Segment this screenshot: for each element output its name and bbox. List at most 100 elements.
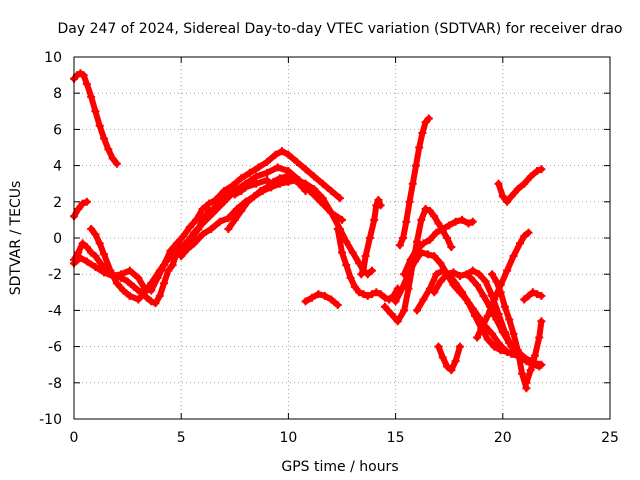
data-point [273,163,282,172]
data-point [350,282,359,291]
data-point [310,185,319,194]
data-point [447,243,456,252]
y-axis-label: SDTVAR / TECUs [8,181,24,296]
data-point [415,143,424,152]
data-point [479,291,488,300]
data-point [275,174,284,183]
data-point [100,134,109,143]
data-point [447,366,456,375]
y-tick-label: 4 [53,159,62,175]
data-point [413,237,422,246]
data-point [533,167,542,176]
data-point [524,291,533,300]
data-point [284,150,293,159]
data-point [483,335,492,344]
data-point [500,302,509,311]
data-point [271,150,280,159]
data-point [526,172,535,181]
data-point [468,266,477,275]
x-tick-label: 10 [279,430,297,446]
data-point [342,237,351,246]
data-point [380,302,389,311]
data-point [359,290,368,299]
series-s1 [70,69,121,168]
data-point [380,293,389,302]
data-point [451,279,460,288]
data-point [423,250,432,259]
data-point [78,239,87,248]
data-point [335,194,344,203]
data-point [346,273,355,282]
data-point [374,195,383,204]
data-point [503,348,512,357]
data-point [430,212,439,221]
data-point [413,244,422,253]
data-point [338,215,346,224]
data-point [95,121,104,130]
data-point [432,228,441,237]
data-point [530,351,539,360]
y-tick-label: 0 [53,231,62,247]
data-point [445,221,454,230]
data-point [372,288,381,297]
data-point [503,266,512,275]
data-point [209,208,218,217]
data-point [387,310,396,319]
series-s8 [301,290,342,309]
data-point [509,329,518,338]
data-point [151,299,160,308]
data-point [449,268,458,277]
data-point [430,252,439,261]
data-point [477,324,486,333]
data-point [466,273,475,282]
data-point [100,250,109,259]
data-point [123,277,132,286]
data-point [112,159,121,168]
data-point [513,346,522,355]
data-point [295,179,304,188]
data-point [417,215,426,224]
data-point [318,194,327,203]
data-point [301,186,310,195]
x-tick-label: 5 [177,430,186,446]
data-point [434,219,443,228]
data-point [256,186,265,195]
data-point [419,239,428,248]
data-point [348,248,357,257]
data-point [515,239,524,248]
data-point [399,234,408,242]
data-point [473,333,482,342]
data-point [211,195,220,204]
data-point [522,378,531,387]
data-point [179,232,188,241]
data-point [250,192,259,201]
y-tick-label: -10 [39,412,62,428]
data-point [436,259,445,268]
data-point [82,80,91,89]
data-point [230,186,239,195]
data-point [524,228,533,237]
series-s7 [224,172,310,233]
data-point [125,266,134,275]
data-point [87,248,96,257]
data-point [391,297,400,306]
data-point [292,157,301,166]
data-point [438,224,447,233]
data-point [134,295,143,304]
data-point [95,239,104,248]
data-point [100,268,109,277]
data-point [198,205,207,214]
data-point [398,284,407,293]
data-point [164,266,173,275]
data-point [498,192,507,201]
data-point [192,215,201,224]
data-point [462,270,471,279]
data-point [455,342,464,351]
data-point [245,168,254,177]
data-point [190,228,199,237]
data-point [417,248,426,257]
data-point [262,157,271,166]
data-point [513,185,522,194]
data-point [496,346,505,355]
